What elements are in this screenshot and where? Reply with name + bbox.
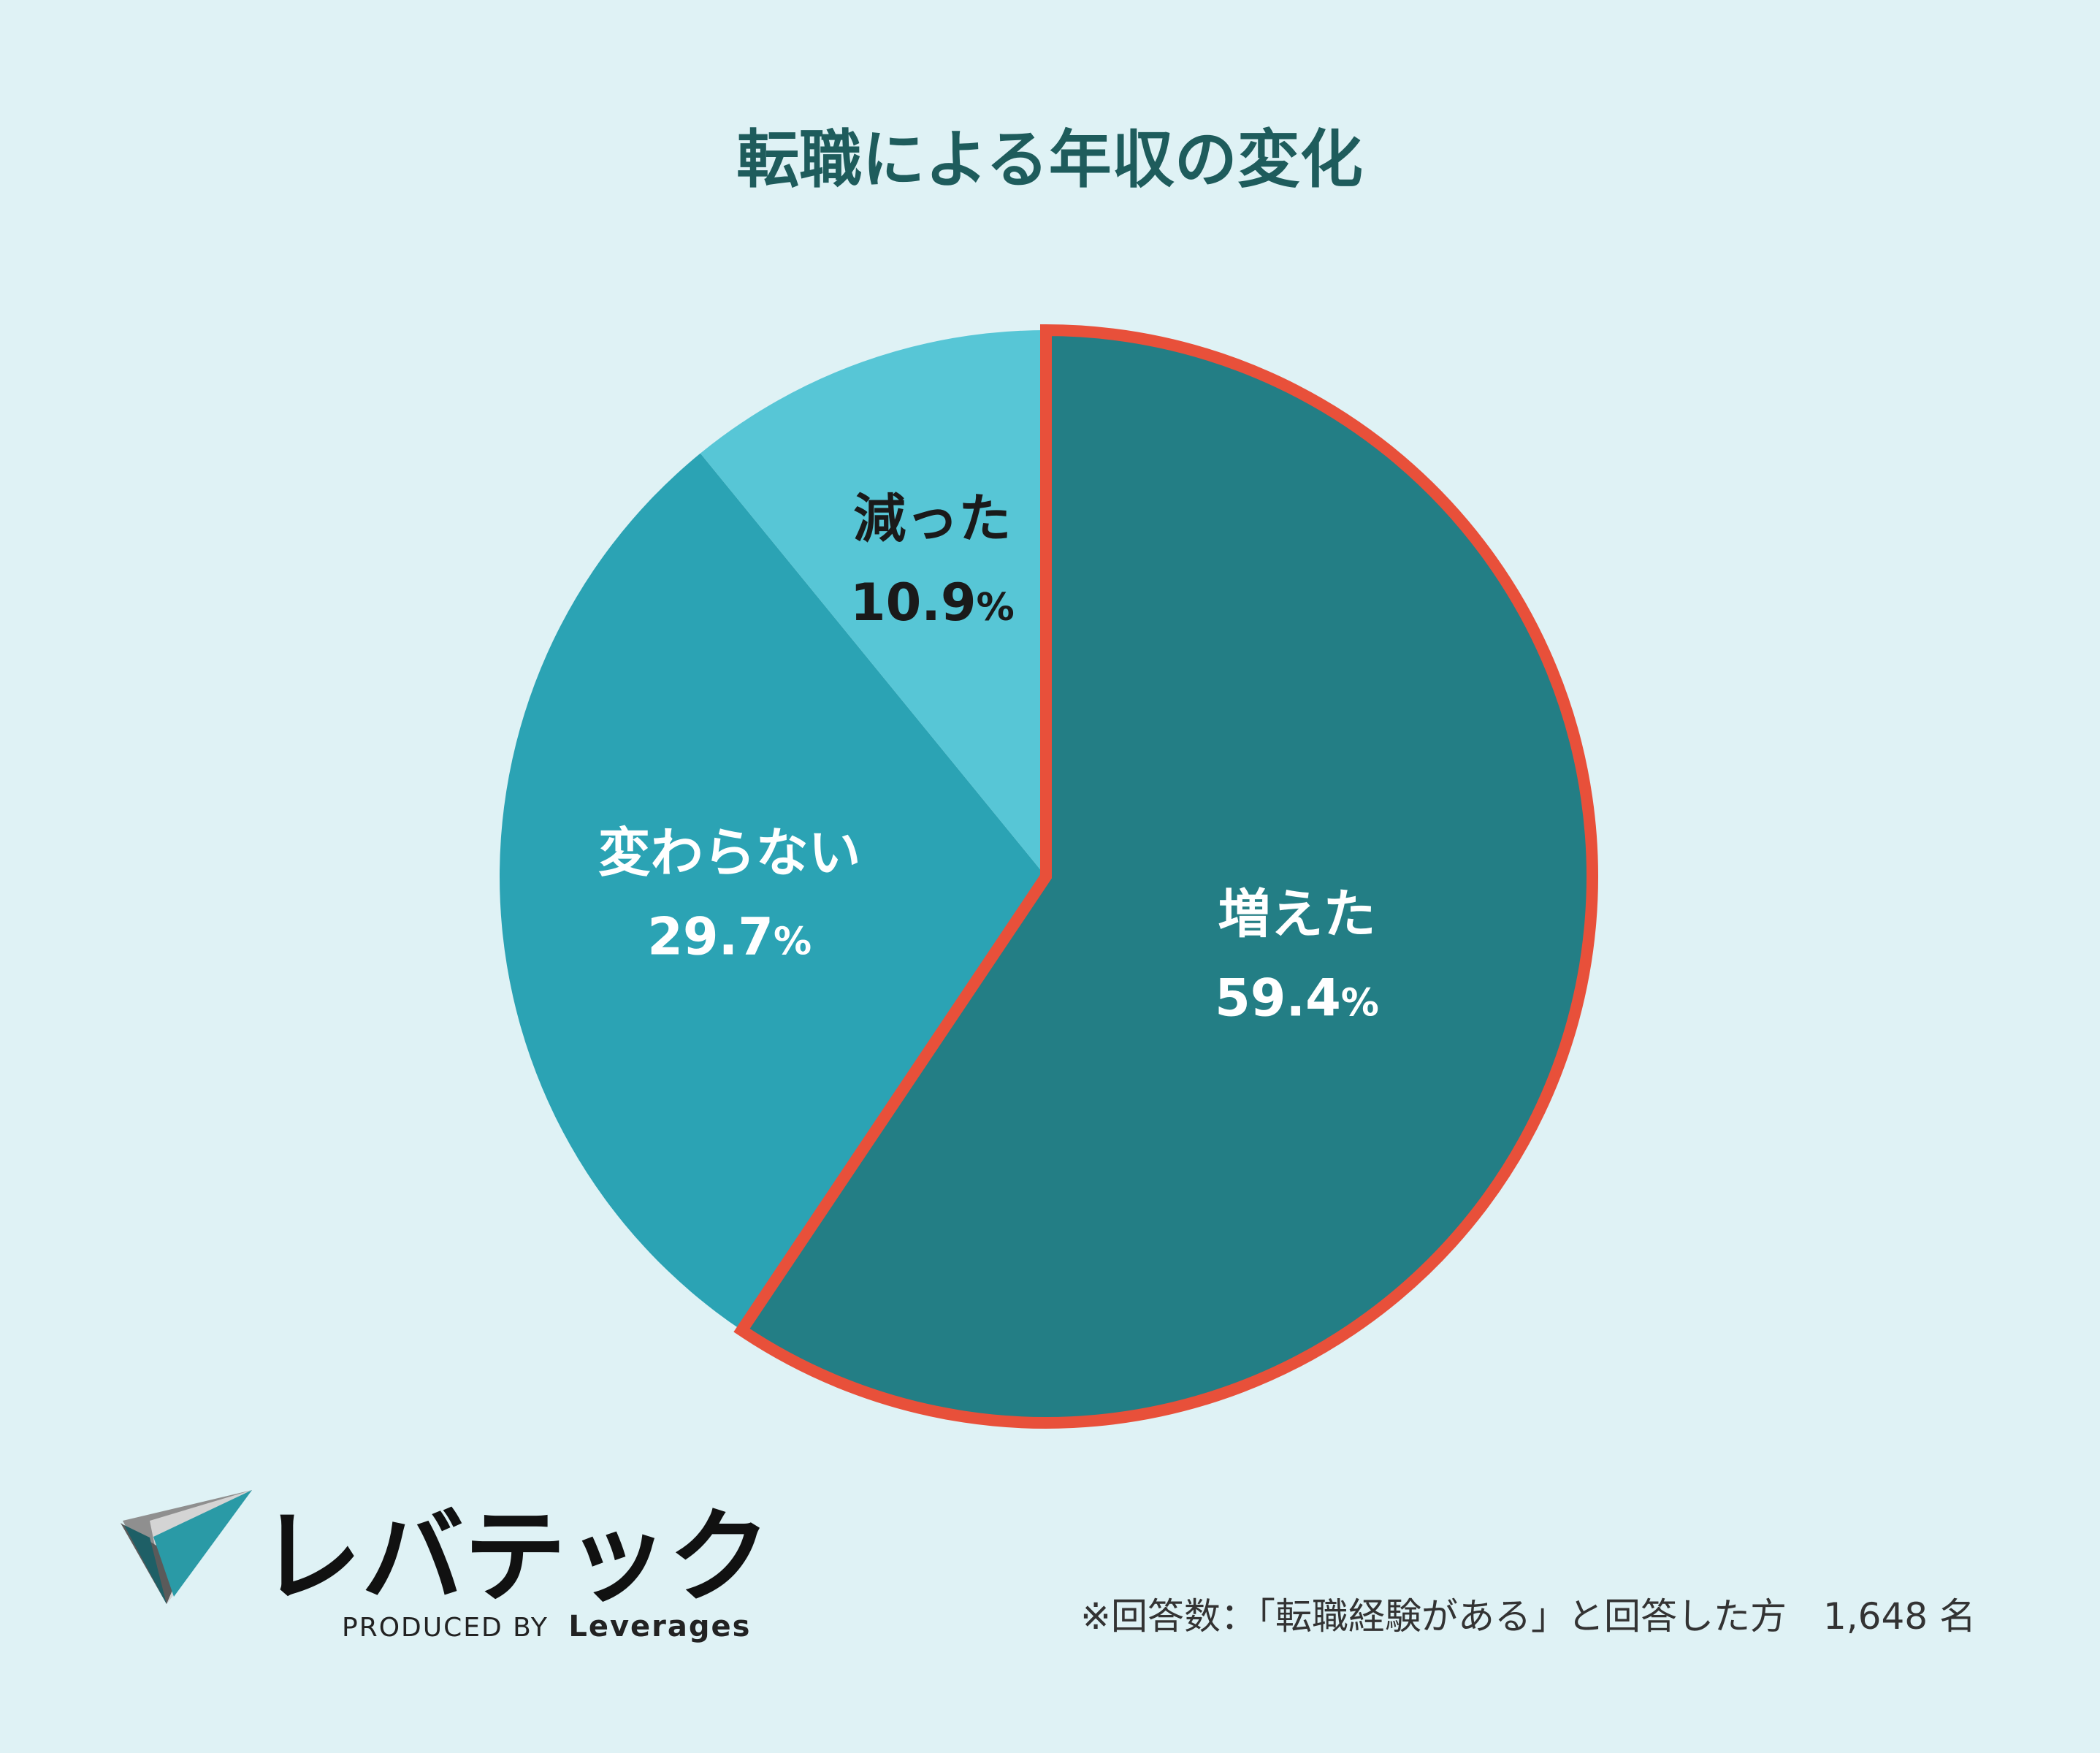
brand-tagline: PRODUCED BY Leverages (342, 1610, 751, 1643)
brand-produced-by: PRODUCED BY (342, 1613, 549, 1643)
brand-company: Leverages (568, 1610, 751, 1643)
slice-value-1: 59.4% (1215, 968, 1379, 1028)
slice-label-1: 増えた (1218, 883, 1375, 944)
pie-slice-3 (700, 330, 1046, 876)
pie-slice-2 (499, 453, 1046, 1331)
chart-title: 転職による年収の変化 (736, 123, 1362, 196)
pie-slices (499, 324, 1598, 1429)
slice-label-3: 減った (853, 488, 1011, 549)
slice-value-2: 29.7% (647, 906, 812, 966)
brand-name: レバテック (259, 1498, 771, 1617)
highlight-outline (733, 324, 1598, 1429)
brand-logo: レバテック PRODUCED BY Leverages (121, 1490, 771, 1643)
slice-label-2: 変わらない (598, 822, 861, 883)
slice-value-3: 10.9% (850, 573, 1015, 633)
logo-mark-icon (121, 1490, 252, 1604)
footnote: ※回答数：「転職経験がある」と回答した方 1,648 名 (1080, 1595, 1976, 1638)
pie-slice-1 (741, 330, 1592, 1423)
pie-labels: 増えた 59.4% 変わらない 29.7% 減った 10.9% (598, 488, 1379, 1028)
